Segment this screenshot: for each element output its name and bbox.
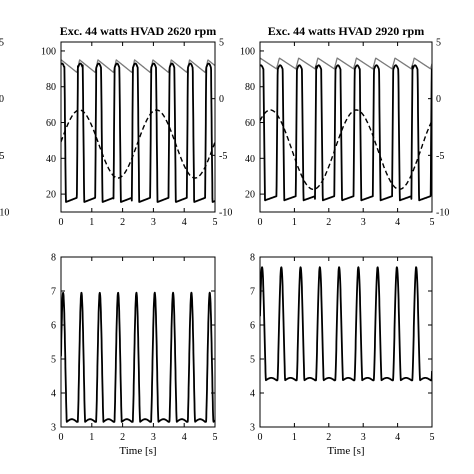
y-tick-label: 6: [250, 321, 255, 332]
x-tick-label: 1: [89, 217, 94, 228]
y-tick-label: 60: [46, 118, 56, 129]
x-tick-label: 3: [361, 432, 366, 443]
series-line-0: [61, 291, 215, 423]
cut-y2-tick-label: 0: [0, 94, 4, 105]
y-tick-label: 60: [245, 118, 255, 129]
x-tick-label: 2: [326, 432, 331, 443]
y2-tick-label: 0: [436, 94, 441, 105]
x-tick-label: 0: [59, 432, 64, 443]
x-axis-label: Time [s]: [119, 445, 156, 457]
x-tick-label: 2: [326, 217, 331, 228]
series-line-2: [260, 109, 432, 191]
cut-y2-tick-label: -10: [0, 208, 9, 219]
x-tick-label: 5: [213, 217, 218, 228]
x-tick-label: 1: [292, 217, 297, 228]
chart-title: Exc. 44 watts HVAD 2620 rpm: [60, 24, 216, 38]
left-cut-axis: 5 0 -5 -10: [0, 38, 9, 219]
y-tick-label: 8: [51, 253, 56, 264]
x-tick-label: 3: [361, 217, 366, 228]
x-tick-label: 1: [292, 432, 297, 443]
x-tick-label: 0: [258, 432, 263, 443]
chart-title: Exc. 44 watts HVAD 2920 rpm: [268, 24, 424, 38]
x-axis-label: Time [s]: [327, 445, 364, 457]
x-tick-label: 4: [182, 217, 187, 228]
x-tick-label: 3: [151, 432, 156, 443]
y-tick-label: 3: [250, 423, 255, 434]
y-tick-label: 100: [41, 46, 56, 57]
x-tick-label: 5: [430, 217, 435, 228]
x-tick-label: 2: [120, 432, 125, 443]
y-tick-label: 20: [245, 190, 255, 201]
series-line-1: [260, 64, 432, 202]
x-tick-label: 5: [430, 432, 435, 443]
series-line-0: [61, 59, 215, 74]
y-tick-label: 80: [46, 82, 56, 93]
panel-bottom-right: 0 1 2 3 4 5 3 4 5 6 7 8 Time [s]: [250, 253, 435, 458]
x-tick-label: 2: [120, 217, 125, 228]
cut-y2-tick-label: 5: [0, 38, 4, 49]
x-tick-label: 1: [89, 432, 94, 443]
plot-frame: [259, 41, 433, 213]
y-tick-label: 7: [250, 287, 255, 298]
y2-tick-label: -10: [219, 208, 232, 219]
y-tick-label: 100: [240, 46, 255, 57]
y-tick-label: 40: [245, 154, 255, 165]
y2-tick-label: -5: [436, 151, 444, 162]
x-tick-label: 0: [59, 217, 64, 228]
x-tick-label: 4: [395, 217, 400, 228]
y2-tick-label: 5: [436, 38, 441, 49]
y2-tick-label: -10: [436, 208, 449, 219]
plot-frame: [60, 41, 216, 213]
series-line-0: [260, 266, 432, 382]
panel-bottom-left: 0 1 2 3 4 5 3 4 5 6 7 8 Time [s]: [51, 253, 218, 458]
y-tick-label: 80: [245, 82, 255, 93]
panel-top-right: 0 1 2 3 4 5 20 40 60 80 100 5 0 -5 -10 Exc. 44 watts HV…: [240, 24, 449, 228]
y-tick-label: 4: [250, 389, 255, 400]
x-tick-label: 3: [151, 217, 156, 228]
y-tick-label: 5: [51, 355, 56, 366]
series-line-2: [61, 109, 215, 179]
panel-top-left: 0 1 2 3 4 5 20 40 60 80 100 5 0 -5 -10 Exc. 44 watts HV…: [41, 24, 232, 228]
series-line-1: [61, 62, 215, 203]
x-tick-label: 4: [395, 432, 400, 443]
y-tick-label: 8: [250, 253, 255, 264]
y-tick-label: 40: [46, 154, 56, 165]
y-tick-label: 5: [250, 355, 255, 366]
series-line-0: [260, 57, 432, 70]
y2-tick-label: 5: [219, 38, 224, 49]
plot-frame: [60, 256, 216, 428]
y-tick-label: 3: [51, 423, 56, 434]
y2-tick-label: 0: [219, 94, 224, 105]
x-tick-label: 4: [182, 432, 187, 443]
x-tick-label: 5: [213, 432, 218, 443]
y-tick-label: 6: [51, 321, 56, 332]
cut-y2-tick-label: -5: [0, 151, 4, 162]
y-tick-label: 20: [46, 190, 56, 201]
y-tick-label: 4: [51, 389, 56, 400]
x-tick-label: 0: [258, 217, 263, 228]
y-tick-label: 7: [51, 287, 56, 298]
y2-tick-label: -5: [219, 151, 227, 162]
plot-frame: [259, 256, 433, 428]
